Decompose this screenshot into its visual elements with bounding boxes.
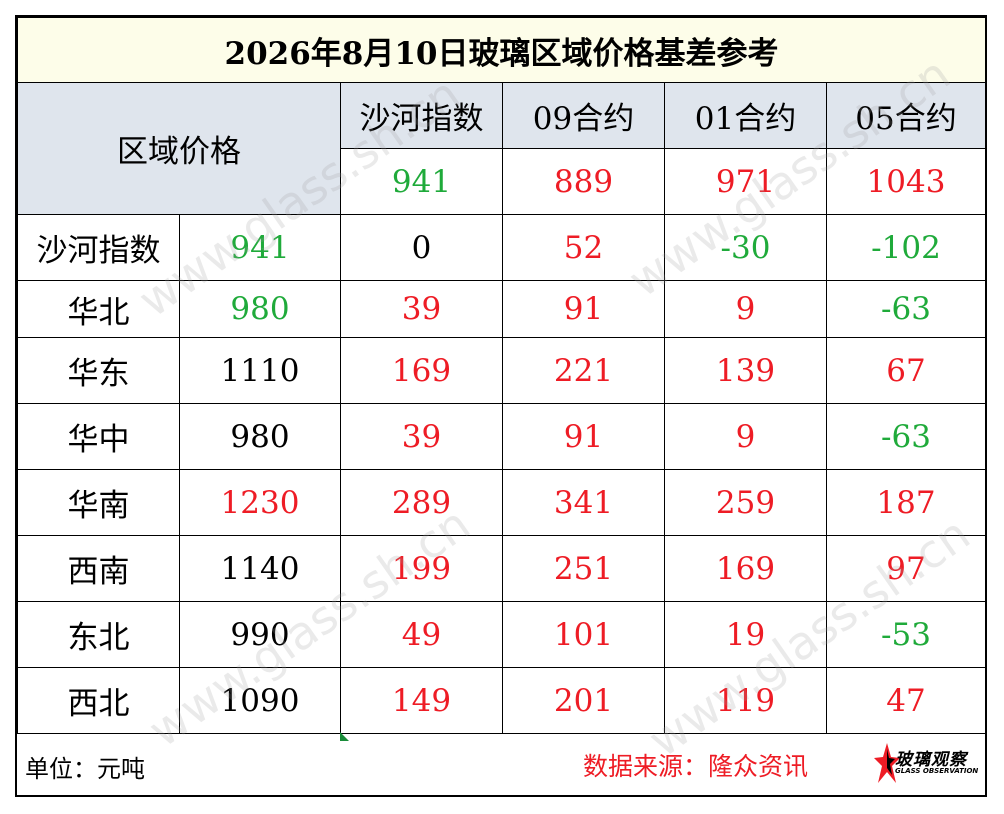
region-price: 1140: [179, 535, 341, 602]
corner-header: 区域价格: [17, 82, 341, 215]
header-price: 889: [502, 148, 665, 215]
basis-cell: 199: [340, 535, 503, 602]
region-label: 沙河指数: [17, 214, 180, 281]
basis-cell: 289: [340, 469, 503, 536]
basis-cell: 91: [502, 403, 665, 470]
region-price: 980: [179, 403, 341, 470]
basis-cell: 119: [664, 667, 827, 734]
region-label: 华中: [17, 403, 180, 470]
table-row: 沙河指数 941 0 52 -30 -102: [17, 214, 986, 281]
basis-cell: 169: [340, 337, 503, 404]
column-header: 09合约: [502, 82, 665, 149]
basis-cell: 39: [340, 403, 503, 470]
table-title: 2026年8月10日玻璃区域价格基差参考: [17, 17, 986, 83]
header-price: 971: [664, 148, 827, 215]
region-label: 东北: [17, 601, 180, 668]
table-row: 华南 1230 289 341 259 187: [17, 469, 986, 536]
column-header: 05合约: [826, 82, 986, 149]
basis-cell: 67: [826, 337, 986, 404]
basis-cell: -30: [664, 214, 827, 281]
region-label: 华北: [17, 280, 180, 338]
basis-cell: 97: [826, 535, 986, 602]
column-header: 01合约: [664, 82, 827, 149]
basis-cell: 91: [502, 280, 665, 338]
table-row: 东北 990 49 101 19 -53: [17, 601, 986, 668]
basis-cell: 9: [664, 280, 827, 338]
column-header: 沙河指数: [340, 82, 503, 149]
table-row: 西北 1090 149 201 119 47: [17, 667, 986, 734]
cell-comment-marker: [340, 732, 349, 741]
basis-cell: -63: [826, 403, 986, 470]
basis-cell: 251: [502, 535, 665, 602]
basis-cell: 149: [340, 667, 503, 734]
star-icon: [874, 743, 900, 783]
basis-cell: 201: [502, 667, 665, 734]
glass-observation-logo: 玻璃观察 GLASS OBSERVATION: [873, 739, 983, 787]
basis-cell: 19: [664, 601, 827, 668]
region-price: 1090: [179, 667, 341, 734]
table-row: 西南 1140 199 251 169 97: [17, 535, 986, 602]
basis-cell: -102: [826, 214, 986, 281]
region-label: 华南: [17, 469, 180, 536]
basis-cell: 39: [340, 280, 503, 338]
table-row: 华中 980 39 91 9 -63: [17, 403, 986, 470]
basis-cell: -63: [826, 280, 986, 338]
region-label: 华东: [17, 337, 180, 404]
region-price: 941: [179, 214, 341, 281]
logo-text: 玻璃观察: [895, 750, 967, 770]
basis-cell: 101: [502, 601, 665, 668]
table-footer: 单位：元吨 数据来源：隆众资讯 玻璃观察 GLASS OBSERVATION: [17, 733, 985, 795]
table-row: 华北 980 39 91 9 -63: [17, 280, 986, 338]
region-price: 980: [179, 280, 341, 338]
basis-cell: -53: [826, 601, 986, 668]
basis-cell: 341: [502, 469, 665, 536]
table-row: 华东 1110 169 221 139 67: [17, 337, 986, 404]
region-label: 西北: [17, 667, 180, 734]
price-table-frame: 2026年8月10日玻璃区域价格基差参考 区域价格 沙河指数 09合约 01合约…: [15, 15, 987, 797]
basis-cell: 47: [826, 667, 986, 734]
unit-label: 单位：元吨: [25, 755, 145, 783]
basis-table: 2026年8月10日玻璃区域价格基差参考 区域价格 沙河指数 09合约 01合约…: [17, 17, 986, 734]
basis-cell: 9: [664, 403, 827, 470]
basis-cell: 52: [502, 214, 665, 281]
region-price: 1230: [179, 469, 341, 536]
basis-cell: 49: [340, 601, 503, 668]
header-price: 941: [340, 148, 503, 215]
region-label: 西南: [17, 535, 180, 602]
basis-cell: 0: [340, 214, 503, 281]
basis-cell: 221: [502, 337, 665, 404]
basis-cell: 259: [664, 469, 827, 536]
region-price: 990: [179, 601, 341, 668]
basis-cell: 139: [664, 337, 827, 404]
header-price: 1043: [826, 148, 986, 215]
basis-cell: 169: [664, 535, 827, 602]
logo-subtext: GLASS OBSERVATION: [895, 767, 979, 775]
region-price: 1110: [179, 337, 341, 404]
source-label: 数据来源：隆众资讯: [583, 752, 809, 781]
basis-cell: 187: [826, 469, 986, 536]
